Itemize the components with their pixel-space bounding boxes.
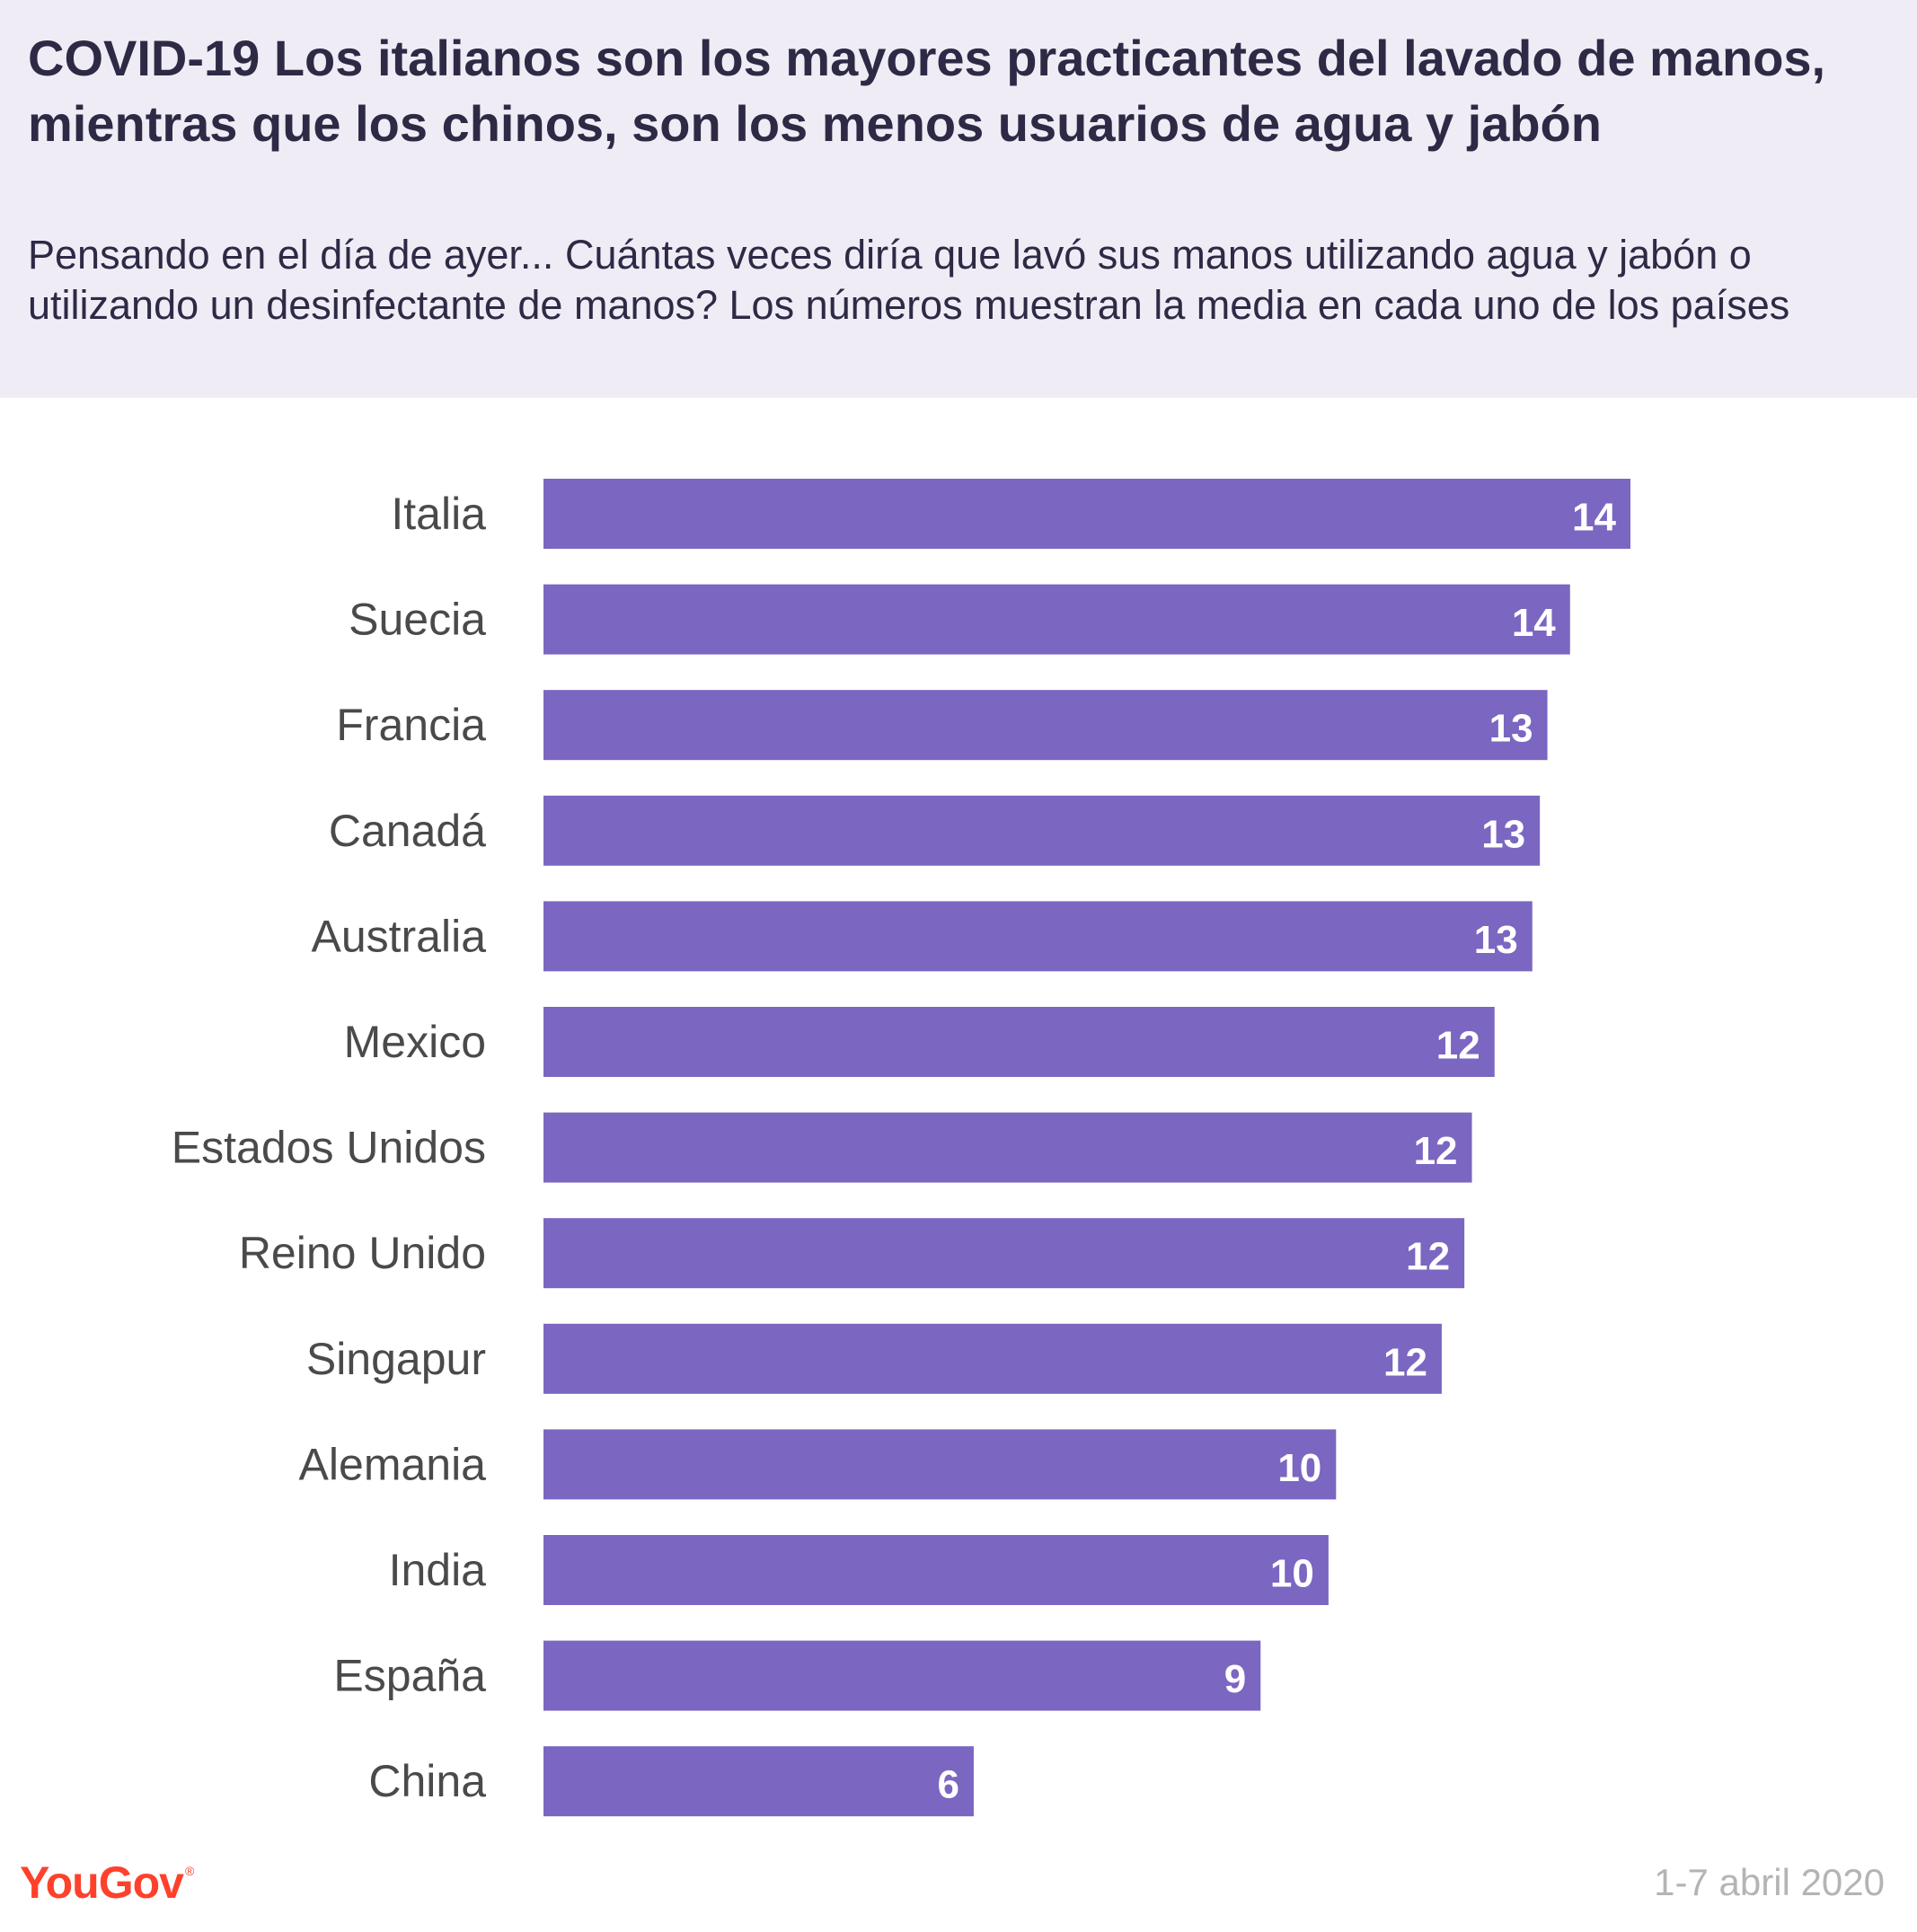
category-label: Estados Unidos bbox=[172, 1123, 486, 1173]
bar bbox=[543, 690, 1548, 761]
category-label: Canadá bbox=[329, 806, 486, 856]
yougov-logo: YouGov ® bbox=[20, 1857, 194, 1909]
category-label: Suecia bbox=[349, 595, 486, 645]
bar bbox=[543, 795, 1541, 866]
category-label: Francia bbox=[336, 700, 486, 750]
chart-subtitle: Pensando en el día de ayer... Cuántas ve… bbox=[28, 232, 1790, 328]
chart-title: COVID-19 Los italianos son los mayores p… bbox=[28, 30, 1826, 152]
bar bbox=[543, 1007, 1495, 1077]
value-label: 10 bbox=[1277, 1446, 1321, 1490]
bar bbox=[543, 1535, 1329, 1605]
value-label: 10 bbox=[1270, 1552, 1314, 1596]
category-label: Reino Unido bbox=[239, 1228, 486, 1278]
category-label: Mexico bbox=[344, 1017, 486, 1067]
value-label: 9 bbox=[1224, 1657, 1246, 1701]
bar bbox=[543, 1746, 974, 1817]
value-label: 14 bbox=[1572, 496, 1616, 540]
category-label: Alemania bbox=[299, 1439, 487, 1489]
value-label: 14 bbox=[1512, 601, 1556, 645]
category-label: España bbox=[333, 1651, 486, 1701]
category-label: Australia bbox=[311, 911, 486, 961]
header-panel: COVID-19 Los italianos son los mayores p… bbox=[0, 0, 1917, 398]
survey-date: 1-7 abril 2020 bbox=[1654, 1861, 1885, 1903]
value-label: 13 bbox=[1489, 707, 1533, 751]
bar bbox=[543, 1429, 1337, 1500]
category-label: China bbox=[368, 1756, 486, 1806]
value-label: 12 bbox=[1414, 1129, 1458, 1173]
value-label: 12 bbox=[1383, 1340, 1427, 1384]
brand-name: YouGov bbox=[20, 1857, 184, 1908]
bar bbox=[543, 479, 1630, 549]
bar-chart: Italia 14 Suecia 14 Francia 13 Canadá 13 Austral… bbox=[172, 479, 1630, 1817]
value-label: 13 bbox=[1481, 812, 1525, 856]
value-label: 13 bbox=[1474, 918, 1518, 962]
bar bbox=[543, 901, 1533, 972]
bar bbox=[543, 1640, 1261, 1711]
category-label: Singapur bbox=[306, 1334, 486, 1384]
category-label: Italia bbox=[391, 489, 486, 539]
registered-mark: ® bbox=[184, 1864, 194, 1878]
bar bbox=[543, 584, 1570, 655]
value-label: 12 bbox=[1436, 1024, 1480, 1068]
bar bbox=[543, 1112, 1472, 1183]
category-label: India bbox=[389, 1545, 487, 1595]
bar bbox=[543, 1323, 1442, 1394]
value-label: 6 bbox=[937, 1763, 958, 1807]
value-label: 12 bbox=[1406, 1235, 1450, 1279]
bar bbox=[543, 1218, 1465, 1289]
